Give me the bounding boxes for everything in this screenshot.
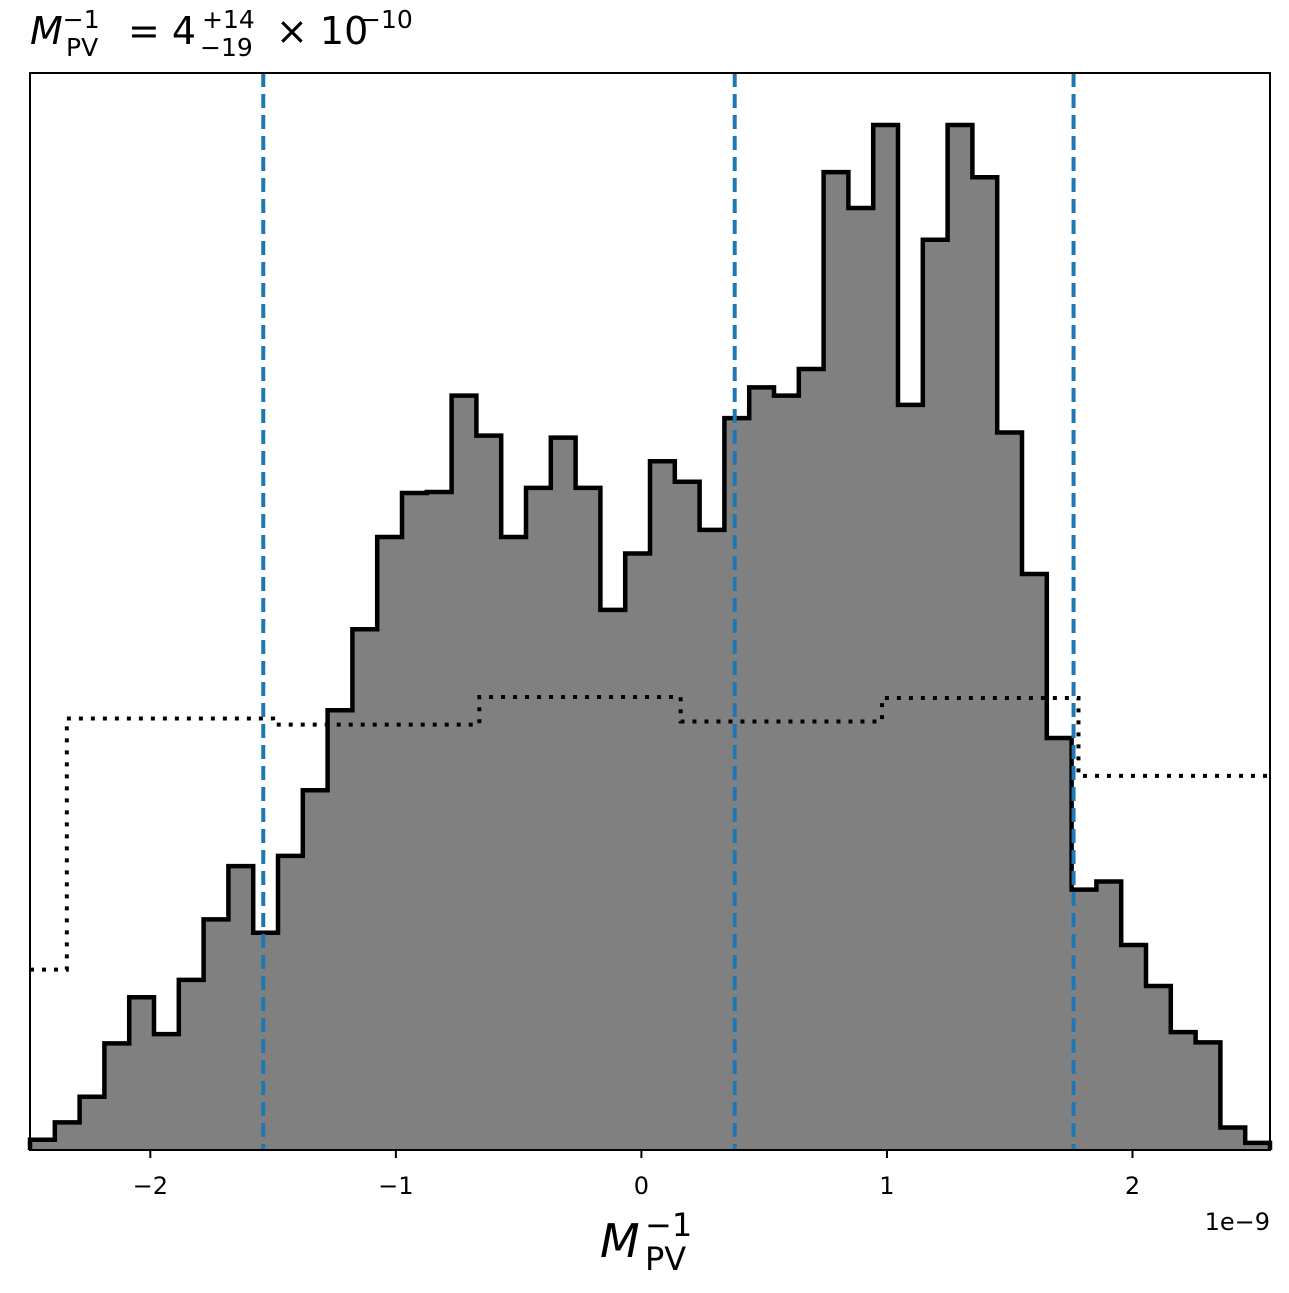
svg-text:M−1: M−1 <box>30 5 100 53</box>
posterior-bar <box>104 1043 130 1150</box>
posterior-bar <box>972 177 998 1150</box>
x-tick-label: 0 <box>634 1172 649 1200</box>
posterior-bar <box>724 418 750 1150</box>
title-err-plus: +14 <box>202 5 255 34</box>
posterior-histogram <box>27 122 1273 1151</box>
axes-frame <box>29 72 1271 1151</box>
posterior-bar <box>947 125 973 1150</box>
posterior-bar <box>129 997 155 1150</box>
title-err-minus: −19 <box>200 33 253 62</box>
title-symbol-sub: PV <box>66 33 98 62</box>
posterior-bar <box>253 932 279 1150</box>
x-tick-label: 1 <box>879 1172 894 1200</box>
xlabel-sub: PV <box>645 1240 686 1278</box>
posterior-bar <box>1096 881 1122 1150</box>
posterior-bar <box>600 609 626 1150</box>
quantile-lines <box>261 73 1076 1150</box>
posterior-bar <box>451 395 477 1151</box>
posterior-bar <box>377 537 403 1150</box>
posterior-bar <box>798 368 825 1150</box>
x-axis-ticks: −2 −1 0 1 2 <box>133 1150 1140 1200</box>
posterior-bar <box>848 208 874 1150</box>
posterior-bar <box>526 487 552 1151</box>
posterior-bar <box>203 919 229 1150</box>
title-times: × 10 <box>276 9 368 53</box>
posterior-bar <box>1046 737 1073 1150</box>
posterior-bar <box>54 1122 81 1150</box>
posterior-outline <box>27 122 1273 1150</box>
posterior-bar <box>402 492 428 1151</box>
posterior-bar <box>922 239 949 1151</box>
posterior-bar <box>674 481 701 1150</box>
posterior-bar <box>178 979 205 1150</box>
posterior-bar <box>774 395 800 1151</box>
x-tick-label: −2 <box>133 1172 168 1200</box>
posterior-bar <box>228 866 254 1150</box>
posterior-bar <box>625 553 651 1150</box>
posterior-bar <box>1195 1042 1221 1150</box>
posterior-bar <box>79 1096 105 1150</box>
posterior-bar <box>426 491 453 1150</box>
posterior-bar <box>997 432 1023 1150</box>
title-exponent: −10 <box>360 5 413 34</box>
title-symbol-sup: −1 <box>63 5 100 34</box>
posterior-bar <box>1121 945 1147 1150</box>
posterior-bar <box>30 1139 56 1150</box>
x-offset-label: 1e−9 <box>1205 1208 1270 1236</box>
posterior-bar <box>1146 986 1172 1150</box>
posterior-bar <box>749 387 775 1150</box>
posterior-bar <box>476 435 502 1150</box>
x-axis-label: M −1 PV <box>600 1206 692 1278</box>
posterior-bar <box>327 710 353 1150</box>
posterior-bar <box>650 461 676 1150</box>
xlabel-sup: −1 <box>645 1206 692 1244</box>
title-equals: = 4 <box>128 9 196 53</box>
posterior-bar <box>1022 573 1048 1150</box>
title-symbol: M <box>30 9 63 53</box>
x-tick-label: −1 <box>378 1172 413 1200</box>
posterior-bar <box>823 172 849 1150</box>
xlabel-symbol: M <box>600 1214 640 1268</box>
posterior-bar <box>352 629 378 1150</box>
posterior-bar <box>501 537 527 1150</box>
posterior-bar <box>1220 1127 1246 1150</box>
posterior-bar <box>154 1034 180 1150</box>
posterior-bar <box>898 404 924 1150</box>
posterior-bar <box>278 855 304 1150</box>
x-tick-label: 2 <box>1125 1172 1140 1200</box>
posterior-bar <box>575 487 601 1151</box>
posterior-bar <box>1170 1032 1197 1150</box>
chart-title: M−1 PV = 4 +14 −19 × 10 −10 <box>30 5 413 62</box>
posterior-bar <box>302 790 329 1150</box>
posterior-bar <box>1245 1142 1271 1150</box>
posterior-bar <box>550 437 577 1150</box>
posterior-bar <box>1071 889 1097 1150</box>
posterior-bar <box>873 125 899 1150</box>
posterior-bar <box>699 529 725 1150</box>
